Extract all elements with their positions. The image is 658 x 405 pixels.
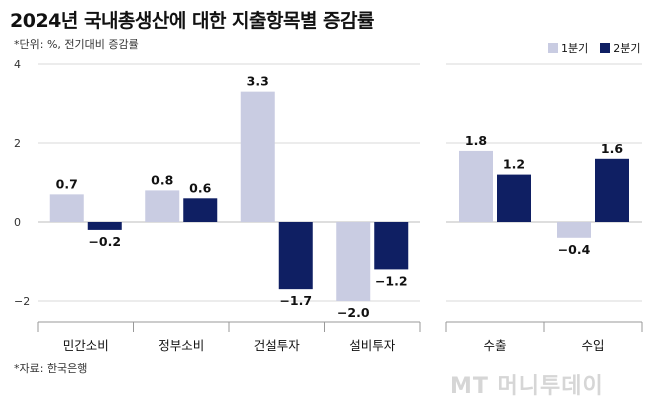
- watermark-logo: MT 머니투데이: [450, 374, 604, 399]
- y-tick-label: 0: [14, 216, 21, 229]
- data-label-q2: −0.2: [88, 234, 121, 249]
- legend-item-q2: 2분기: [600, 40, 641, 56]
- data-label-q1: 0.8: [151, 172, 173, 187]
- bar-q2: [374, 222, 409, 270]
- category-label: 건설투자: [254, 338, 301, 353]
- bar-q2: [595, 158, 629, 222]
- data-label-q1: −2.0: [337, 305, 370, 320]
- data-label-q2: 0.6: [189, 180, 211, 195]
- legend-item-q1: 1분기: [548, 40, 588, 56]
- category-label: 수입: [581, 338, 604, 353]
- legend-label-q1: 1분기: [561, 42, 589, 55]
- category-label: 민간소비: [63, 338, 109, 353]
- legend-swatch-q1: [548, 43, 558, 53]
- data-label-q1: 0.7: [56, 176, 78, 191]
- bar-q2: [87, 222, 122, 230]
- legend-swatch-q2: [600, 43, 611, 53]
- chart-title: 2024년 국내총생산에 대한 지출항목별 증감률: [10, 10, 375, 32]
- data-label-q1: 3.3: [247, 74, 269, 89]
- data-label-q2: −1.2: [375, 273, 408, 288]
- data-label-q2: 1.2: [503, 157, 525, 172]
- bar-q1: [240, 91, 275, 223]
- bar-q2: [183, 198, 218, 222]
- y-tick-label: 4: [14, 58, 21, 71]
- bar-q1: [49, 194, 84, 222]
- data-label-q2: 1.6: [601, 141, 623, 156]
- y-tick-label: −2: [14, 295, 30, 308]
- category-label: 수출: [483, 338, 506, 353]
- bar-q2: [497, 174, 531, 222]
- bar-q1: [336, 222, 371, 301]
- unit-note: *단위: %, 전기대비 증감률: [14, 38, 139, 51]
- bar-q1: [459, 150, 493, 222]
- bar-q1: [557, 222, 591, 238]
- category-label: 설비투자: [349, 338, 396, 353]
- legend-label-q2: 2분기: [613, 42, 641, 55]
- data-label-q2: −1.7: [279, 293, 312, 308]
- legend: 1분기 2분기: [548, 40, 641, 56]
- source-note: *자료: 한국은행: [14, 362, 88, 375]
- bar-q1: [145, 190, 180, 222]
- data-label-q1: 1.8: [465, 133, 487, 148]
- category-label: 정부소비: [158, 338, 204, 353]
- bar-q2: [278, 222, 313, 290]
- y-tick-label: 2: [14, 137, 21, 150]
- data-label-q1: −0.4: [558, 242, 591, 257]
